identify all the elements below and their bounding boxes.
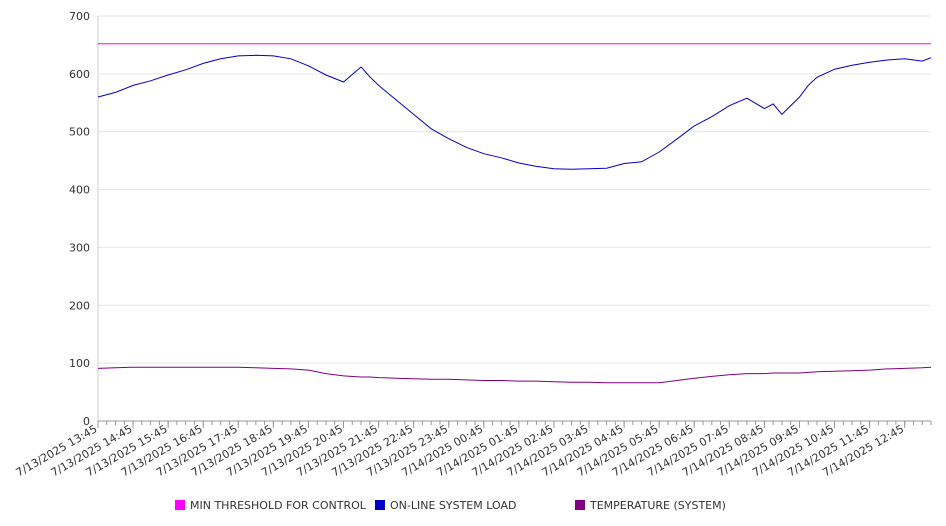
y-tick-label: 400 — [69, 184, 90, 197]
y-tick-label: 700 — [69, 10, 90, 23]
legend-label: ON-LINE SYSTEM LOAD — [390, 499, 516, 512]
series-line-3 — [97, 366, 932, 384]
legend-label: MIN THRESHOLD FOR CONTROL — [190, 499, 367, 512]
legend: MIN THRESHOLD FOR CONTROL ON-LINE SYSTEM … — [175, 499, 726, 512]
y-tick-label: 600 — [69, 68, 90, 81]
axes — [97, 16, 932, 428]
y-tick-label: 100 — [69, 357, 90, 370]
x-axis-tick-labels: 7/13/2025 13:457/13/2025 14:457/13/2025 … — [14, 422, 907, 479]
legend-swatch — [575, 500, 585, 510]
legend-swatch — [175, 500, 185, 510]
y-tick-label: 0 — [83, 415, 90, 428]
y-tick-label: 300 — [69, 241, 90, 254]
series-line-2 — [97, 54, 932, 170]
y-axis-tick-labels: 0 100 200 300 400 500 600 700 — [69, 10, 90, 428]
legend-label: TEMPERATURE (SYSTEM) — [589, 499, 726, 512]
series-lines — [97, 43, 932, 384]
grid-lines — [98, 15, 931, 364]
y-tick-label: 500 — [69, 126, 90, 139]
y-tick-label: 200 — [69, 299, 90, 312]
legend-swatch — [375, 500, 385, 510]
